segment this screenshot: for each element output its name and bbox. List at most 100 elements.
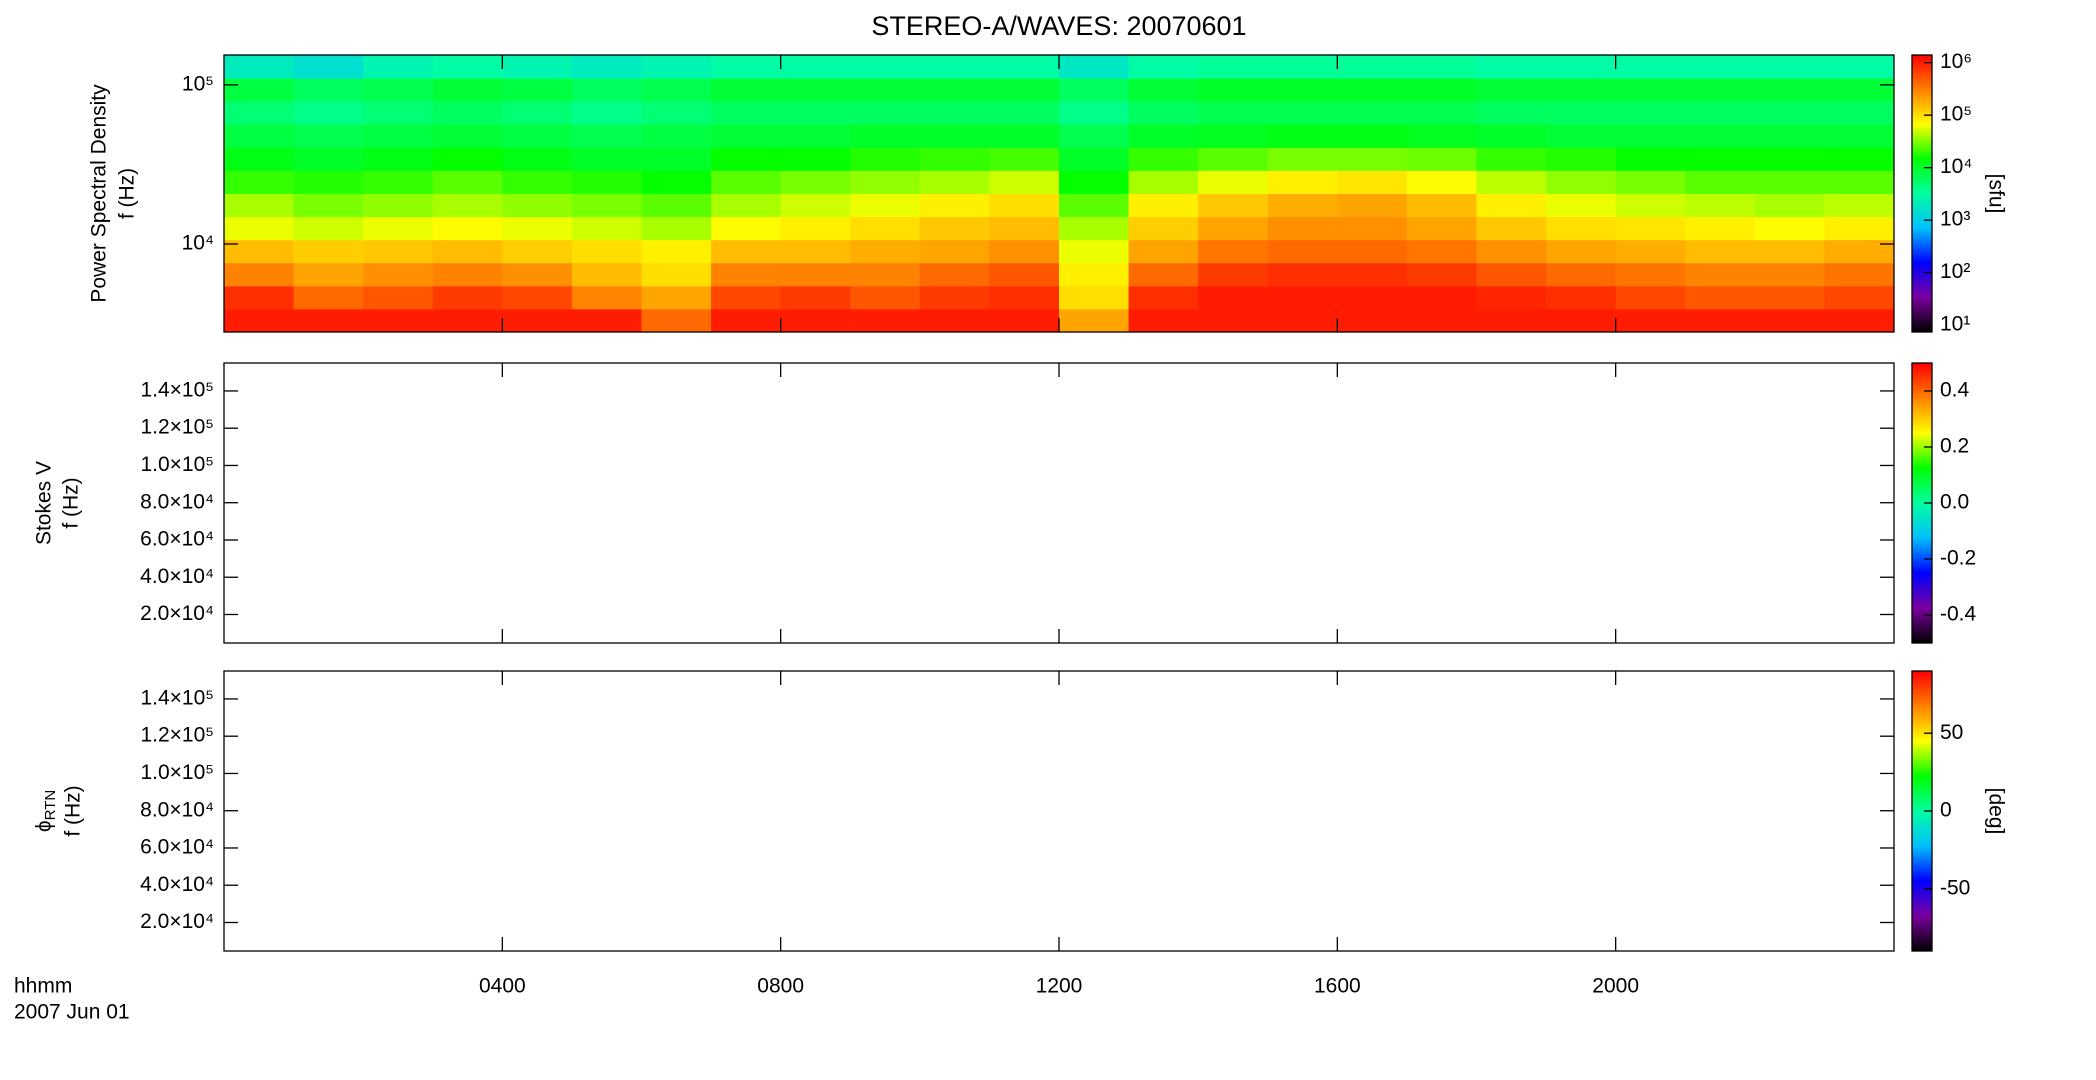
heatmap-cell: [1754, 193, 1825, 218]
heatmap-cell: [1198, 124, 1269, 148]
heatmap-cell: [641, 285, 712, 310]
heatmap-cell: [1685, 262, 1756, 287]
heatmap-cell: [1198, 147, 1269, 171]
heatmap-cell: [850, 216, 921, 241]
heatmap-cell: [711, 78, 782, 102]
y-tick-label: 8.0×10⁴: [140, 490, 214, 513]
y-tick-label: 4.0×10⁴: [140, 873, 214, 896]
heatmap-cell: [502, 170, 573, 194]
chart-title: STEREO-A/WAVES: 20070601: [871, 11, 1246, 41]
heatmap-cell: [1406, 285, 1477, 310]
heatmap-cell: [1406, 147, 1477, 171]
heatmap-cell: [1337, 193, 1408, 218]
heatmap-cell: [1685, 193, 1756, 218]
heatmap-cell: [1406, 124, 1477, 148]
heatmap-cell: [780, 147, 851, 171]
heatmap-cell: [1824, 55, 1895, 79]
heatmap-cell: [363, 308, 434, 333]
heatmap-cell: [571, 216, 642, 241]
heatmap-cell: [571, 239, 642, 264]
heatmap-cell: [919, 78, 990, 102]
heatmap-cell: [850, 147, 921, 171]
heatmap-cell: [1476, 147, 1547, 171]
heatmap-cell: [363, 124, 434, 148]
heatmap-cell: [1198, 78, 1269, 102]
heatmap-cell: [780, 262, 851, 287]
heatmap-cell: [293, 262, 364, 287]
heatmap-cell: [989, 147, 1060, 171]
heatmap-cell: [1059, 285, 1130, 310]
heatmap-cell: [432, 147, 503, 171]
heatmap-cell: [989, 216, 1060, 241]
heatmap-cell: [1685, 55, 1756, 79]
y-axis-label: f (Hz): [116, 168, 139, 219]
heatmap-cell: [989, 285, 1060, 310]
heatmap-cell: [1198, 239, 1269, 264]
heatmap-cell: [1267, 147, 1338, 171]
heatmap-cell: [502, 308, 573, 333]
heatmap-cell: [919, 170, 990, 194]
heatmap-cell: [850, 170, 921, 194]
heatmap-cell: [224, 193, 295, 218]
heatmap-cell: [224, 170, 295, 194]
heatmap-cell: [1754, 239, 1825, 264]
y-axis-label: Stokes V: [33, 461, 56, 545]
heatmap-cell: [224, 262, 295, 287]
heatmap-cell: [1128, 239, 1199, 264]
heatmap-cell: [224, 78, 295, 102]
colorbar-tick-label: 10⁶: [1940, 50, 1972, 73]
heatmap-cell: [502, 262, 573, 287]
heatmap-cell: [1337, 55, 1408, 79]
heatmap-cell: [850, 55, 921, 79]
heatmap-cell: [1824, 170, 1895, 194]
heatmap-cell: [1267, 101, 1338, 125]
heatmap-cell: [571, 78, 642, 102]
heatmap-cell: [1546, 124, 1617, 148]
heatmap-cell: [919, 216, 990, 241]
heatmap-cell: [432, 170, 503, 194]
heatmap-cell: [293, 55, 364, 79]
heatmap-cell: [1476, 170, 1547, 194]
heatmap-cell: [711, 101, 782, 125]
heatmap-cell: [1685, 285, 1756, 310]
heatmap-cell: [1267, 262, 1338, 287]
heatmap-cell: [1546, 55, 1617, 79]
heatmap-cell: [432, 262, 503, 287]
heatmap-cell: [502, 55, 573, 79]
heatmap-cell: [1615, 101, 1686, 125]
y-axis-label: Power Spectral Density: [88, 84, 111, 303]
heatmap-cell: [1059, 308, 1130, 333]
y-tick-label: 8.0×10⁴: [140, 798, 214, 821]
heatmap-cell: [1754, 55, 1825, 79]
heatmap-cell: [363, 216, 434, 241]
colorbar-tick-label: 10⁵: [1940, 103, 1972, 126]
heatmap-cell: [1267, 216, 1338, 241]
heatmap-cell: [711, 262, 782, 287]
heatmap-cell: [989, 262, 1060, 287]
y-tick-label: 1.0×10⁵: [140, 761, 214, 784]
heatmap-cell: [1685, 101, 1756, 125]
heatmap-cell: [224, 101, 295, 125]
heatmap-cell: [1337, 147, 1408, 171]
heatmap-cell: [989, 101, 1060, 125]
heatmap-cell: [432, 193, 503, 218]
heatmap-cell: [1267, 170, 1338, 194]
heatmap-cell: [1476, 216, 1547, 241]
colorbar-tick-label: -50: [1940, 876, 1970, 899]
heatmap-cell: [641, 216, 712, 241]
heatmap-cell: [502, 239, 573, 264]
heatmap-cell: [224, 239, 295, 264]
heatmap-cell: [1059, 193, 1130, 218]
heatmap-cell: [1476, 101, 1547, 125]
heatmap-cell: [1198, 193, 1269, 218]
heatmap-cell: [293, 147, 364, 171]
heatmap-cell: [1406, 216, 1477, 241]
heatmap-cell: [989, 239, 1060, 264]
heatmap-cell: [1337, 170, 1408, 194]
heatmap-cell: [1754, 285, 1825, 310]
heatmap-cell: [989, 308, 1060, 333]
heatmap-cell: [571, 55, 642, 79]
heatmap-cell: [224, 55, 295, 79]
heatmap-cell: [1128, 285, 1199, 310]
x-tick-label: 1600: [1314, 975, 1361, 998]
